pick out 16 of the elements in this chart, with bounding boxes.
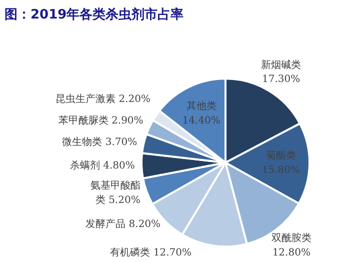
data-label: 12.80% xyxy=(272,247,310,258)
slice-label: 发酵产品 8.20% xyxy=(86,218,161,230)
slice-label: 昆虫生产激素 2.20% xyxy=(56,93,150,106)
data-label: 15.80% xyxy=(262,164,300,176)
chart-title: 图：2019年各类杀虫剂市占率 xyxy=(4,6,184,22)
slice-label: 苯甲酰脲类 2.90% xyxy=(58,114,144,127)
slice-label: 双酰胺类 xyxy=(271,232,312,244)
slice-label: 氨基甲酸酯类 5.20% xyxy=(90,180,140,206)
slice-label: 新烟碱类 xyxy=(261,58,302,71)
slice-label: 有机磷类 12.70% xyxy=(110,246,192,259)
data-label: 14.40% xyxy=(182,115,220,126)
slice-label: 其他类 xyxy=(186,100,216,112)
slice-label: 菊酯类 xyxy=(266,150,296,162)
data-label: 17.30% xyxy=(262,74,300,86)
slice-label: 杀螨剂 4.80% xyxy=(70,159,135,172)
slice-label: 微生物类 3.70% xyxy=(62,136,138,148)
